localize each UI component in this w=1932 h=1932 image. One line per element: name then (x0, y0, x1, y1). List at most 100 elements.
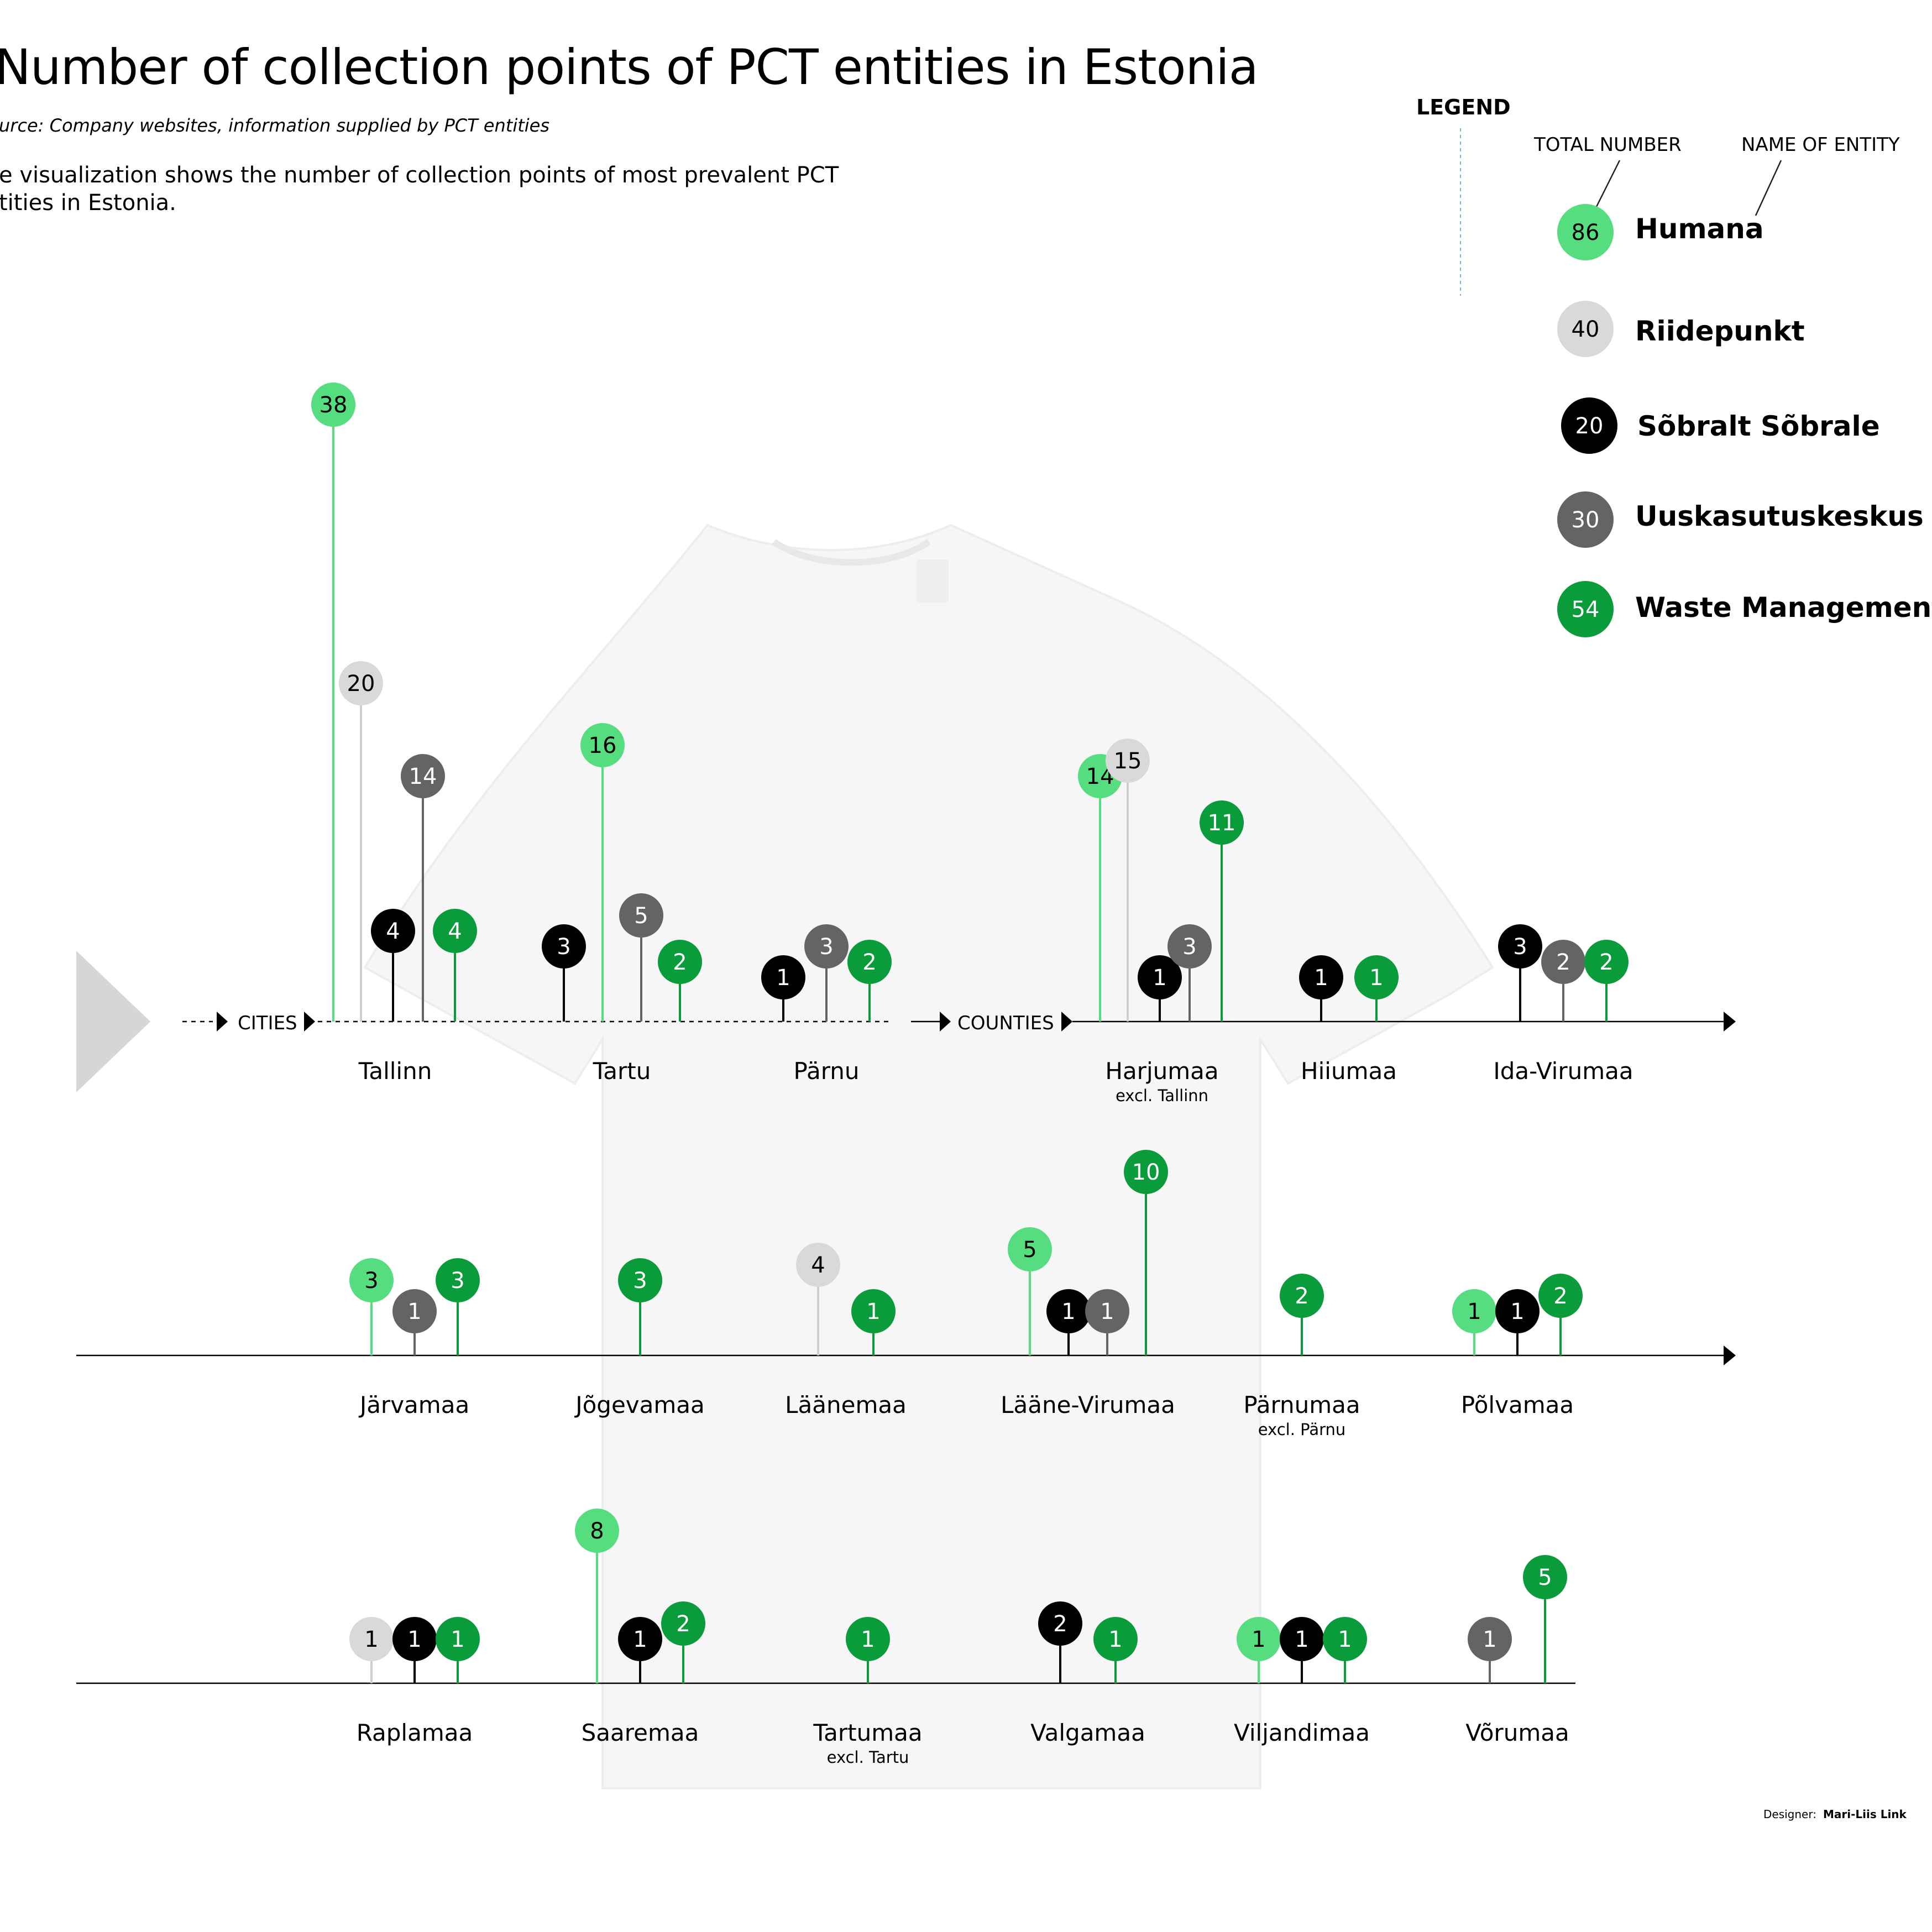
group-ida-virumaa: 3 2 2 Ida-Virumaa (1493, 924, 1633, 1085)
play-triangle-icon (76, 951, 150, 1092)
tshirt-illustration (363, 523, 1494, 1789)
marker-tallinn-humana (311, 383, 355, 427)
value-label-laanemaa-waste: 1 (866, 1299, 880, 1324)
tshirt-label-tag (917, 559, 949, 603)
designer-name: Mari-Liis Link (1823, 1808, 1907, 1821)
group-label-viljandimaa: Viljandimaa (1234, 1719, 1370, 1746)
marker-ida-virumaa-sobralt (1498, 924, 1542, 968)
marker-jarvamaa-waste (436, 1258, 480, 1302)
group-label-parnu: Pärnu (794, 1057, 860, 1085)
marker-parnu-sobralt (761, 955, 805, 999)
group-label-tallinn: Tallinn (358, 1057, 432, 1085)
group-jogevamaa: 3 Jõgevamaa (574, 1258, 705, 1418)
value-label-polvamaa-waste: 2 (1553, 1284, 1567, 1309)
legend-total-number-label: TOTAL NUMBER (1534, 134, 1682, 156)
tshirt-collar (772, 539, 931, 566)
cities-axis-label: CITIES (238, 1012, 297, 1034)
group-label-vorumaa: Võrumaa (1465, 1719, 1569, 1746)
marker-tartumaa-waste (846, 1617, 890, 1661)
marker-tallinn-waste (433, 909, 477, 953)
counties-axis-label: COUNTIES (957, 1012, 1054, 1034)
marker-vorumaa-uuskasutus (1468, 1617, 1512, 1661)
value-label-tallinn-sobralt: 4 (386, 919, 400, 944)
legend-dot-waste-management (1557, 581, 1614, 637)
group-parnu: 1 3 2 Pärnu (761, 924, 892, 1085)
group-raplamaa: 1 1 1 Raplamaa (349, 1617, 480, 1746)
group-laanemaa: 4 1 Läänemaa (785, 1243, 907, 1418)
legend-name-of-entity-label: NAME OF ENTITY (1741, 134, 1900, 156)
value-label-laane-virumaa-waste: 10 (1132, 1160, 1160, 1185)
value-label-valgamaa-waste: 1 (1108, 1627, 1122, 1652)
marker-vorumaa-waste (1523, 1555, 1567, 1599)
marker-viljandimaa-waste (1323, 1617, 1367, 1661)
value-label-laane-virumaa-humana: 5 (1023, 1237, 1036, 1263)
marker-parnumaa-waste (1280, 1274, 1324, 1318)
value-label-laane-virumaa-sobralt: 1 (1061, 1299, 1075, 1324)
group-label-jarvamaa: Järvamaa (358, 1391, 469, 1418)
value-label-saaremaa-humana: 8 (590, 1519, 604, 1544)
value-label-parnumaa-waste: 2 (1295, 1284, 1308, 1309)
group-label-hiiumaa: Hiiumaa (1301, 1057, 1397, 1085)
value-label-tartu-uuskasutus: 5 (634, 903, 648, 929)
marker-laane-virumaa-sobralt (1046, 1289, 1091, 1333)
marker-tallinn-riidepunkt (339, 661, 383, 705)
legend-name-humana: Humana (1635, 213, 1764, 245)
marker-tallinn-uuskasutus (401, 754, 445, 798)
legend-dot-riidepunkt (1557, 301, 1614, 357)
marker-laane-virumaa-waste (1124, 1150, 1168, 1194)
marker-parnu-uuskasutus (804, 924, 849, 968)
marker-parnu-waste (847, 940, 892, 984)
value-label-hiiumaa-waste: 1 (1369, 965, 1383, 991)
group-label-tartumaa: Tartumaa (813, 1719, 922, 1746)
value-label-viljandimaa-humana: 1 (1252, 1627, 1265, 1652)
group-note-tartumaa: excl. Tartu (827, 1748, 909, 1767)
value-label-harjumaa-riidepunkt: 15 (1114, 748, 1142, 774)
marker-jogevamaa-waste (618, 1258, 662, 1302)
group-label-raplamaa: Raplamaa (357, 1719, 473, 1746)
value-label-tallinn-waste: 4 (448, 919, 462, 944)
marker-tartu-uuskasutus (619, 893, 663, 938)
value-label-tallinn-humana: 38 (320, 392, 348, 418)
value-label-laanemaa-riidepunkt: 4 (811, 1253, 825, 1278)
group-label-saaremaa: Saaremaa (582, 1719, 699, 1746)
group-tartumaa: 1 Tartumaa excl. Tartu (813, 1617, 923, 1767)
marker-polvamaa-sobralt (1495, 1289, 1540, 1333)
marker-laanemaa-waste (851, 1289, 896, 1333)
value-label-polvamaa-humana: 1 (1467, 1299, 1481, 1324)
marker-tartu-sobralt (542, 924, 586, 968)
marker-hiiumaa-sobralt (1299, 955, 1343, 999)
value-label-tallinn-uuskasutus: 14 (409, 764, 437, 789)
marker-saaremaa-sobralt (618, 1617, 662, 1661)
marker-ida-virumaa-waste (1584, 940, 1629, 984)
value-label-valgamaa-sobralt: 2 (1053, 1611, 1067, 1637)
group-label-parnumaa: Pärnumaa (1243, 1391, 1360, 1418)
value-label-harjumaa-sobralt: 1 (1153, 965, 1166, 991)
marker-viljandimaa-sobralt (1280, 1617, 1324, 1661)
value-label-tartu-sobralt: 3 (557, 934, 570, 960)
marker-harjumaa-waste (1200, 800, 1244, 845)
group-saaremaa: 8 1 2 Saaremaa (575, 1509, 705, 1746)
value-label-tartumaa-waste: 1 (861, 1627, 875, 1652)
marker-jarvamaa-uuskasutus (392, 1289, 437, 1333)
group-viljandimaa: 1 1 1 Viljandimaa (1234, 1617, 1370, 1746)
value-label-parnu-uuskasutus: 3 (819, 934, 833, 960)
value-label-harjumaa-waste: 11 (1208, 810, 1236, 836)
legend-total-waste-management: 54 (1572, 597, 1600, 622)
cities-arrow-icon-2 (304, 1012, 315, 1032)
legend-dot-uuskasutuskeskus (1557, 491, 1614, 548)
marker-laanemaa-riidepunkt (796, 1243, 840, 1287)
legend-name-waste-management: Waste Management (1635, 591, 1932, 624)
marker-polvamaa-humana (1452, 1289, 1496, 1333)
group-jarvamaa: 3 1 3 Järvamaa (349, 1258, 480, 1418)
group-note-harjumaa: excl. Tallinn (1116, 1086, 1208, 1105)
tshirt-body (363, 523, 1494, 1789)
group-label-jogevamaa: Jõgevamaa (574, 1391, 705, 1418)
value-label-harjumaa-uuskasutus: 3 (1182, 934, 1196, 960)
marker-saaremaa-humana (575, 1509, 619, 1553)
axes: CITIES COUNTIES (76, 1012, 1736, 1684)
value-label-polvamaa-sobralt: 1 (1510, 1299, 1524, 1324)
value-label-parnu-sobralt: 1 (776, 965, 790, 991)
value-label-ida-virumaa-waste: 2 (1599, 950, 1613, 975)
group-label-laane-virumaa: Lääne-Virumaa (1001, 1391, 1175, 1418)
